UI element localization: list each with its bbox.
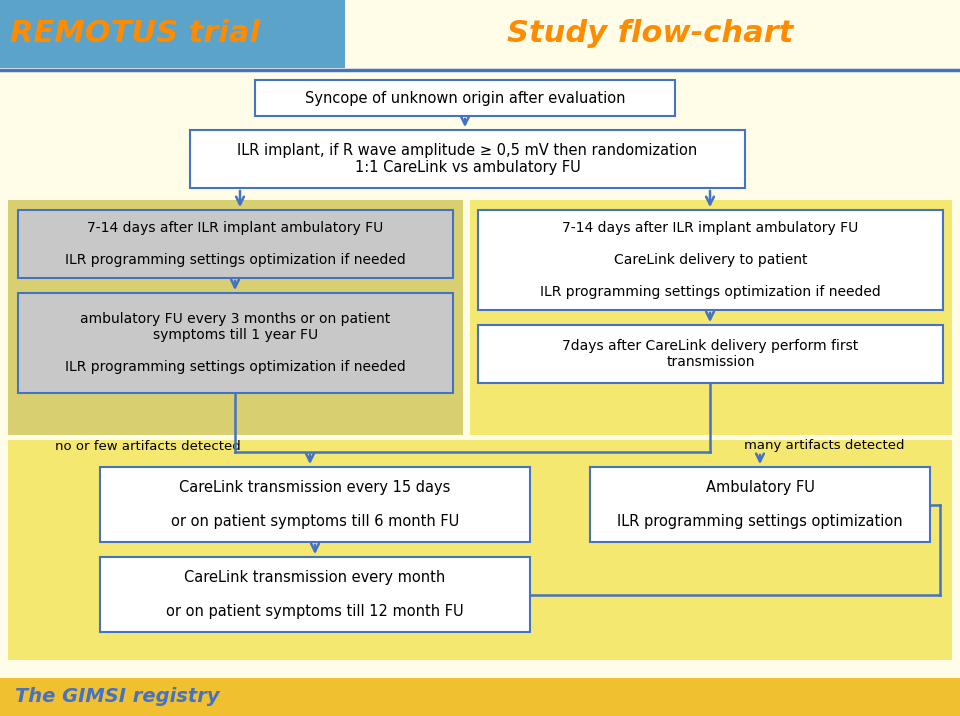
- FancyBboxPatch shape: [100, 557, 530, 632]
- FancyBboxPatch shape: [255, 80, 675, 116]
- FancyBboxPatch shape: [8, 200, 463, 435]
- FancyBboxPatch shape: [0, 0, 345, 68]
- Text: 7-14 days after ILR implant ambulatory FU

ILR programming settings optimization: 7-14 days after ILR implant ambulatory F…: [65, 221, 406, 267]
- Text: CareLink transmission every month

or on patient symptoms till 12 month FU: CareLink transmission every month or on …: [166, 570, 464, 619]
- FancyBboxPatch shape: [0, 678, 960, 716]
- Text: REMOTUS trial: REMOTUS trial: [10, 19, 260, 49]
- FancyBboxPatch shape: [100, 467, 530, 542]
- Text: ambulatory FU every 3 months or on patient
symptoms till 1 year FU

ILR programm: ambulatory FU every 3 months or on patie…: [65, 311, 406, 374]
- Text: Study flow-chart: Study flow-chart: [507, 19, 793, 49]
- Text: 7-14 days after ILR implant ambulatory FU

CareLink delivery to patient

ILR pro: 7-14 days after ILR implant ambulatory F…: [540, 221, 881, 299]
- Text: Syncope of unknown origin after evaluation: Syncope of unknown origin after evaluati…: [304, 90, 625, 105]
- FancyBboxPatch shape: [478, 210, 943, 310]
- Text: ILR implant, if R wave amplitude ≥ 0,5 mV then randomization
1:1 CareLink vs amb: ILR implant, if R wave amplitude ≥ 0,5 m…: [237, 142, 698, 175]
- Text: Ambulatory FU

ILR programming settings optimization: Ambulatory FU ILR programming settings o…: [617, 480, 902, 529]
- Text: The GIMSI registry: The GIMSI registry: [15, 687, 220, 707]
- FancyBboxPatch shape: [590, 467, 930, 542]
- FancyBboxPatch shape: [190, 130, 745, 188]
- Text: CareLink transmission every 15 days

or on patient symptoms till 6 month FU: CareLink transmission every 15 days or o…: [171, 480, 459, 529]
- FancyBboxPatch shape: [470, 200, 952, 435]
- Text: no or few artifacts detected: no or few artifacts detected: [55, 440, 241, 453]
- FancyBboxPatch shape: [8, 440, 952, 660]
- Text: 7days after CareLink delivery perform first
transmission: 7days after CareLink delivery perform fi…: [563, 339, 858, 369]
- FancyBboxPatch shape: [18, 293, 453, 393]
- FancyBboxPatch shape: [478, 325, 943, 383]
- FancyBboxPatch shape: [18, 210, 453, 278]
- Text: many artifacts detected: many artifacts detected: [745, 440, 905, 453]
